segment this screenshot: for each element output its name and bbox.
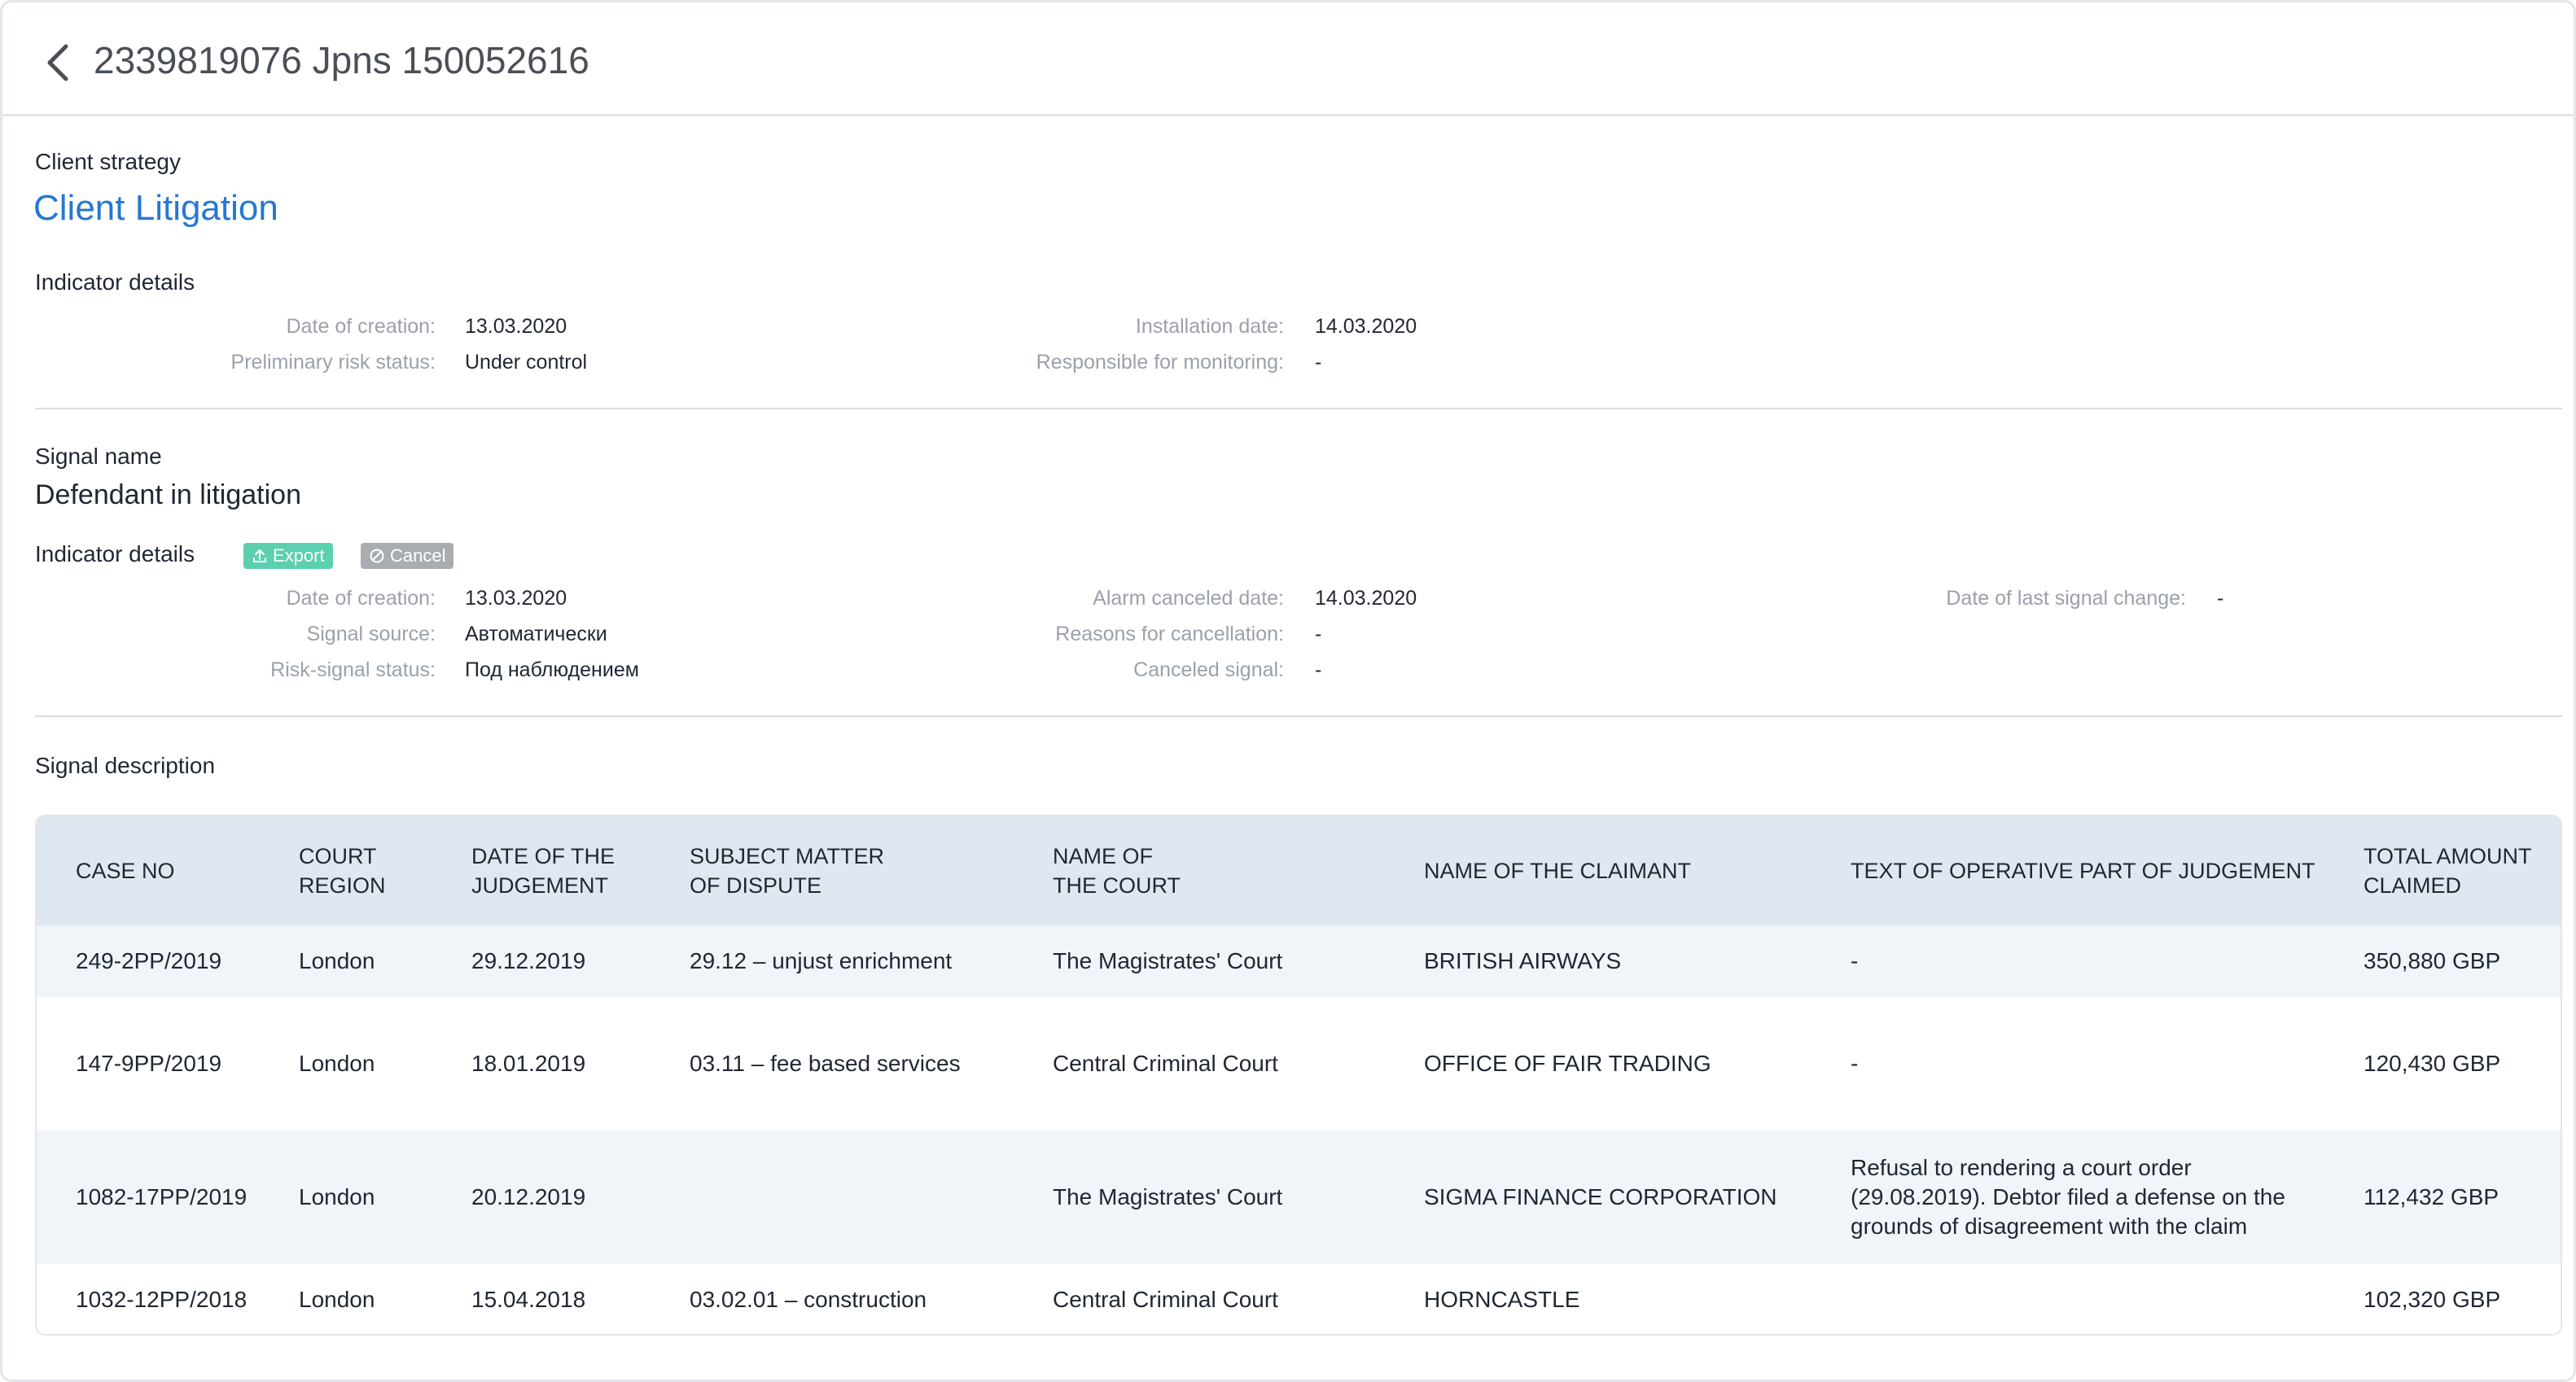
reasons-for-cancellation-value: - [1315,623,1322,645]
alarm-canceled-date-label: Alarm canceled date: [1093,587,1284,610]
cell-claimant: OFFICE OF FAIR TRADING [1424,1051,1711,1076]
table-row[interactable]: 147-9PP/2019 London 18.01.2019 03.11 – f… [37,997,2561,1131]
table-row[interactable]: 1082-17PP/2019 London 20.12.2019 The Mag… [37,1131,2561,1264]
signal-source-label: Signal source: [306,623,436,645]
cell-court: The Magistrates' Court [1053,948,1283,973]
last-signal-change-value: - [2217,587,2224,610]
cell-court: Central Criminal Court [1053,1287,1278,1312]
signal-table: CASE NO COURT REGION DATE OF THE JUDGEME… [35,815,2562,1336]
responsible-value: - [1315,351,1322,374]
column-header-date-of-judgement[interactable]: DATE OF THE JUDGEMENT [471,844,616,898]
last-signal-change-label: Date of last signal change: [1946,587,2186,610]
column-header-operative-text[interactable]: TEXT OF OPERATIVE PART OF JUDGEMENT [1851,859,2315,883]
cell-date: 18.01.2019 [471,1051,586,1076]
preliminary-risk-value: Under control [465,351,588,374]
cell-claimant: SIGMA FINANCE CORPORATION [1424,1184,1777,1209]
date-of-creation-label-2: Date of creation: [286,587,436,610]
table-row[interactable]: 1032-12PP/2018 London 15.04.2018 03.02.0… [37,1264,2561,1334]
cell-case-no: 1032-12PP/2018 [76,1287,248,1312]
cell-total-amount: 350,880 GBP [2364,948,2501,973]
date-of-creation-value-2: 13.03.2020 [465,587,567,610]
table-header: CASE NO COURT REGION DATE OF THE JUDGEME… [37,816,2561,925]
cancel-label: Cancel [390,545,446,566]
cell-total-amount: 120,430 GBP [2364,1051,2501,1076]
signal-source-value: Автоматически [465,623,607,645]
export-button[interactable]: Export [243,543,333,569]
column-header-court-region[interactable]: COURT REGION [299,844,386,898]
risk-signal-status-label: Risk-signal status: [270,658,436,681]
page-title: 2339819076 Jpns 150052616 [94,39,589,81]
installation-date-label: Installation date: [1135,315,1284,338]
cell-court-region: London [299,1287,375,1312]
cell-date: 29.12.2019 [471,948,586,973]
chevron-left-icon [47,44,68,81]
divider-2 [35,715,2562,717]
cell-total-amount: 102,320 GBP [2364,1287,2501,1312]
column-header-total-amount[interactable]: TOTAL AMOUNT CLAIMED [2364,844,2532,898]
cell-date: 20.12.2019 [471,1184,586,1209]
alarm-canceled-date-value: 14.03.2020 [1315,587,1417,610]
risk-signal-status-value: Под наблюдением [465,658,639,681]
cell-court: The Magistrates' Court [1053,1184,1283,1209]
upload-icon [253,549,266,562]
cell-total-amount: 112,432 GBP [2364,1184,2499,1209]
divider [35,408,2562,409]
cancel-button[interactable]: Cancel [361,543,454,569]
block-icon [370,549,384,563]
date-of-creation-label: Date of creation: [286,315,436,338]
column-header-subject-matter[interactable]: SUBJECT MATTER OF DISPUTE [690,844,885,898]
signal-description-label: Signal description [35,753,216,778]
export-label: Export [273,545,325,566]
indicator-details-heading-2: Indicator details [35,541,195,566]
installation-date-value: 14.03.2020 [1315,315,1417,338]
cell-court-region: London [299,1051,375,1076]
signal-name-label: Signal name [35,444,162,469]
preliminary-risk-label: Preliminary risk status: [230,351,436,374]
reasons-for-cancellation-label: Reasons for cancellation: [1055,623,1284,645]
column-header-claimant[interactable]: NAME OF THE CLAIMANT [1424,859,1692,883]
cell-court: Central Criminal Court [1053,1051,1278,1076]
cell-operative-text: - [1851,948,1859,973]
cell-case-no: 249-2PP/2019 [76,948,222,973]
cell-subject: 03.11 – fee based services [690,1051,961,1076]
strategy-value: Client Litigation [33,188,278,228]
cell-operative-text: - [1851,1051,1859,1076]
column-header-case-no[interactable]: CASE NO [76,859,175,883]
back-button[interactable] [40,40,76,85]
table-row[interactable]: 249-2PP/2019 London 29.12.2019 29.12 – u… [37,925,2561,997]
column-header-name-of-court[interactable]: NAME OF THE COURT [1053,844,1181,898]
cell-claimant: BRITISH AIRWAYS [1424,948,1622,973]
cell-court-region: London [299,948,375,973]
cell-case-no: 147-9PP/2019 [76,1051,222,1076]
cell-operative-text: Refusal to rendering a court order (29.0… [1851,1155,2285,1239]
canceled-signal-label: Canceled signal: [1133,658,1284,681]
cell-claimant: HORNCASTLE [1424,1287,1580,1312]
cell-subject: 29.12 – unjust enrichment [690,948,953,973]
cell-subject: 03.02.01 – construction [690,1287,927,1312]
strategy-label: Client strategy [35,149,181,174]
header: 2339819076 Jpns 150052616 [2,2,2574,116]
cell-case-no: 1082-17PP/2019 [76,1184,248,1209]
canceled-signal-value: - [1315,658,1322,681]
signal-name-value: Defendant in litigation [35,479,302,510]
cell-court-region: London [299,1184,375,1209]
date-of-creation-value: 13.03.2020 [465,315,567,338]
indicator-details-heading: Indicator details [35,269,195,295]
responsible-label: Responsible for monitoring: [1036,351,1284,374]
cell-date: 15.04.2018 [471,1287,586,1312]
